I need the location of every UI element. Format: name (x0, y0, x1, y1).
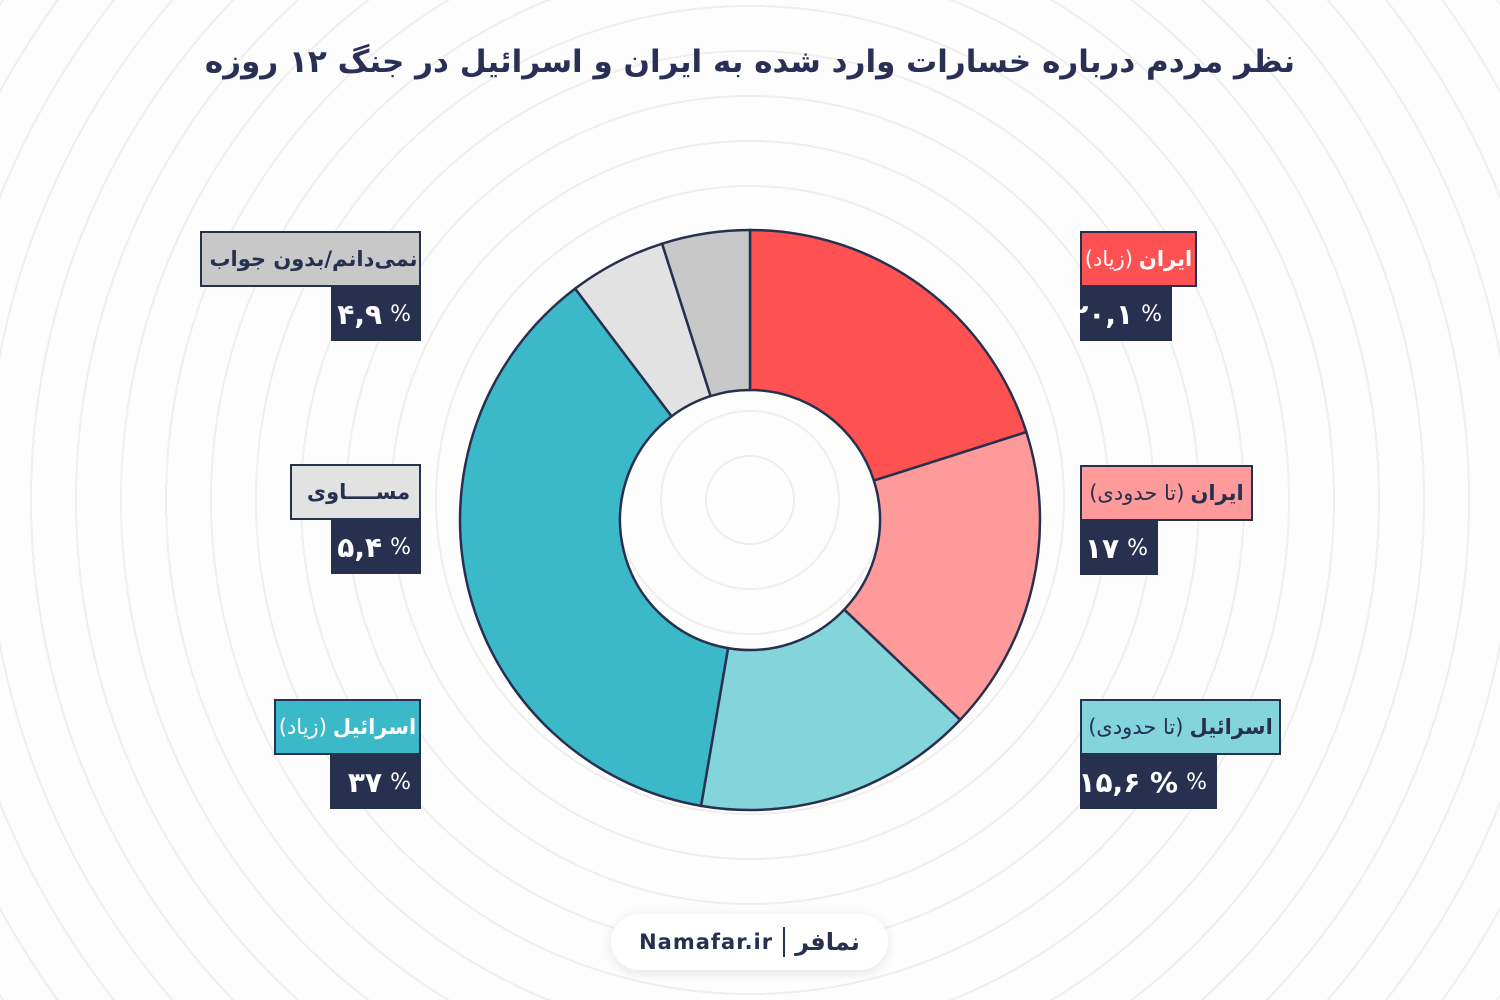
label-value: ۳۷% (330, 755, 421, 809)
label-value: ۱۵,۶ %% (1078, 755, 1217, 809)
value-text: ۱۵,۶ % (1078, 765, 1179, 799)
donut-slice-2 (699, 607, 962, 812)
label-subject: اسرائیل (332, 715, 417, 739)
value-text: ۳۷ (347, 765, 383, 799)
percent-sign: % (1127, 535, 1148, 561)
label-qualifier: (تا حدودی) (1089, 481, 1185, 505)
label-qualifier: (تا حدودی) (1088, 715, 1184, 739)
label-value: ۱۷% (1080, 521, 1158, 575)
value-text: ۱۷ (1084, 531, 1120, 565)
brand-logo: نمافر (795, 928, 860, 956)
donut-slice-5 (660, 228, 752, 398)
value-text: ۵,۴ (337, 530, 383, 564)
percent-sign: % (1141, 301, 1162, 327)
donut-slice-3 (458, 286, 730, 808)
label-name: اسرائیل (زیاد) (274, 699, 421, 755)
percent-sign: % (390, 534, 411, 560)
label-value: ۴,۹% (331, 287, 421, 341)
label-name: ایران (تا حدودی) (1080, 465, 1253, 521)
label-subject: اسرائیل (1189, 715, 1273, 739)
label-name: نمی‌دانم/بدون جواب (200, 231, 421, 287)
label-qualifier: (زیاد) (1084, 247, 1133, 271)
donut-slice-0 (748, 228, 1028, 483)
footer-badge: Namafar.ir نمافر (611, 914, 888, 970)
percent-sign: % (390, 301, 411, 327)
value-text: ۲۰,۱ (1071, 297, 1134, 331)
label-subject: نمی‌دانم/بدون جواب (209, 247, 418, 271)
chart-title: نظر مردم درباره خسارات وارد شده به ایران… (204, 44, 1296, 80)
site-link[interactable]: Namafar.ir (639, 930, 774, 954)
label-subject: ایران (1138, 247, 1193, 271)
label-subject: ایران (1190, 481, 1244, 505)
label-value: ۵,۴% (331, 520, 421, 574)
percent-sign: % (390, 769, 411, 795)
label-name: ایران (زیاد) (1080, 231, 1197, 287)
label-name: مســــاوی (290, 464, 421, 520)
value-text: ۴,۹ (337, 297, 383, 331)
donut-slice-1 (842, 430, 1042, 722)
label-value: ۲۰,۱% (1071, 287, 1172, 341)
label-subject: مســــاوی (306, 480, 411, 504)
divider (783, 927, 786, 957)
label-name: اسرائیل (تا حدودی) (1080, 699, 1281, 755)
label-qualifier: (زیاد) (278, 715, 327, 739)
percent-sign: % (1186, 769, 1207, 795)
